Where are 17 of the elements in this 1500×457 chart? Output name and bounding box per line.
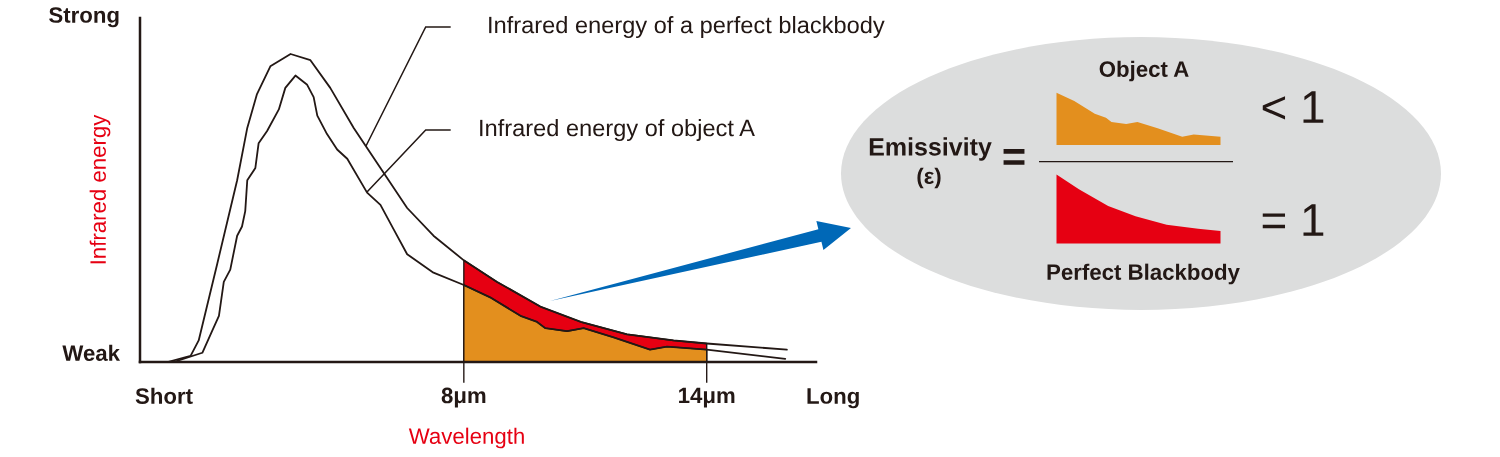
x-tick-label: 8μm <box>441 387 486 408</box>
text: Short <box>135 387 193 404</box>
text: < 1 <box>1262 91 1324 123</box>
text: Infrared energy of a perfect blackbody <box>489 16 885 38</box>
x-axis-title: Wavelength <box>408 427 524 449</box>
text: = 1 <box>1262 204 1324 236</box>
text: = <box>1003 149 1025 165</box>
text: Emissivity <box>869 137 992 161</box>
x-tick-label: 14μm <box>679 387 735 408</box>
text: Weak <box>62 344 121 361</box>
text: Long <box>807 388 859 409</box>
text: Strong <box>49 7 119 28</box>
text: Object A <box>1099 60 1189 82</box>
annotation: Infrared energy of object A <box>480 119 755 141</box>
text: Perfect Blackbody <box>1047 263 1240 285</box>
text: (ε) <box>917 167 941 189</box>
y-axis-title: Infrared energy <box>89 114 111 264</box>
